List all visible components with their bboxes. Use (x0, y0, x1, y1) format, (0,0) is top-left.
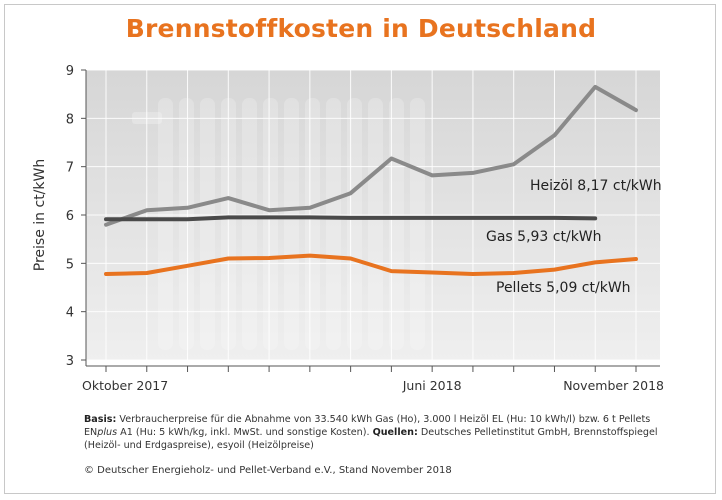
footnote: Basis: Verbraucherpreise für die Abnahme… (84, 414, 684, 452)
radiator-fin (368, 98, 383, 350)
series-label-pellets: Pellets 5,09 ct/kWh (496, 280, 631, 296)
y-tick-label: 8 (66, 112, 74, 127)
radiator-fin (410, 98, 425, 350)
radiator-fin (158, 98, 173, 350)
y-tick-label: 4 (66, 306, 74, 321)
radiator-fin (179, 98, 194, 350)
chart-frame (4, 4, 716, 494)
y-tick-label: 3 (66, 354, 74, 369)
sources-label: Quellen: (372, 426, 418, 438)
radiator-fin (242, 98, 257, 350)
y-axis-label: Preise in ct/kWh (32, 159, 48, 271)
series-line-heizöl (104, 84, 638, 227)
chart-title: Brennstoffkosten in Deutschland (125, 14, 597, 43)
radiator-fin (263, 98, 278, 350)
series-line-gas (104, 215, 598, 222)
basis-text-2: A1 (Hu: 5 kWh/kg, inkl. MwSt. und sonsti… (117, 426, 373, 438)
y-tick-label: 6 (66, 209, 74, 224)
radiator-fin (284, 98, 299, 350)
series-line-pellets (104, 253, 638, 276)
series-label-gas: Gas 5,93 ct/kWh (486, 229, 602, 245)
radiator-fin (200, 98, 215, 350)
x-tick-label: Juni 2018 (402, 378, 462, 393)
radiator-fin (326, 98, 341, 350)
radiator-fin (347, 98, 362, 350)
radiator-fin (305, 98, 320, 350)
sources-text: Deutsches Pelletinstitut GmbH, Brennstof… (84, 426, 658, 451)
grid-lines (86, 69, 660, 361)
y-tick-label: 9 (66, 64, 74, 79)
basis-text: Verbraucherpreise für die Abnahme von 33… (84, 414, 651, 438)
y-tick-label: 7 (66, 161, 74, 176)
axes: 3 4 5 6 7 8 9 Oktober 2017 Juni 2018 November 201… (32, 64, 664, 393)
series-lines (104, 84, 638, 276)
basis-label: Basis: (84, 414, 117, 425)
series-label-heizöl: Heizöl 8,17 ct/kWh (530, 178, 662, 194)
y-tick-label: 5 (66, 257, 74, 272)
copyright: © Deutscher Energieholz- und Pellet-Verb… (84, 465, 452, 476)
enplus-italic: plus (97, 426, 118, 438)
x-tick-label: Oktober 2017 (82, 378, 168, 393)
series-labels: Heizöl 8,17 ct/kWh Gas 5,93 ct/kWh Pellets… (486, 178, 662, 296)
x-tick-label: November 2018 (563, 378, 664, 393)
